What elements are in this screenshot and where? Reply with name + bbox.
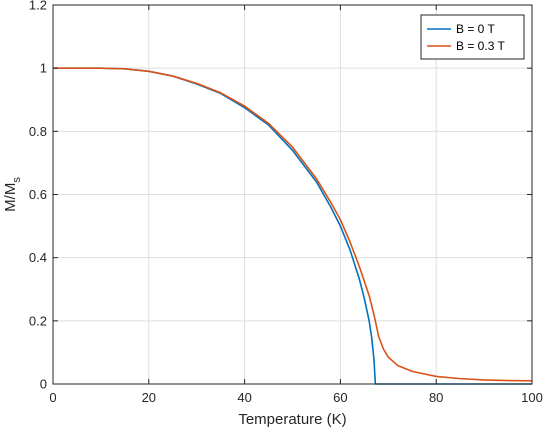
legend-box — [420, 14, 525, 60]
y-axis-label-subscript: s — [11, 177, 23, 183]
legend-label-1: B = 0.3 T — [456, 39, 505, 53]
x-tick-label: 40 — [237, 390, 251, 405]
y-tick-label: 0 — [40, 377, 47, 392]
x-tick-label: 80 — [429, 390, 443, 405]
y-tick-label: 0.6 — [29, 187, 47, 202]
series-line-1 — [53, 67, 533, 382]
y-tick-labels: 0 0.2 0.4 0.6 0.8 1 1.2 — [29, 0, 47, 392]
y-axis-label: M/Ms — [2, 177, 23, 212]
y-axis-label-main: M/M — [2, 183, 19, 212]
y-tick-label: 0.2 — [29, 313, 47, 328]
x-tick-labels: 0 20 40 60 80 100 — [49, 390, 542, 405]
x-tick-label: 0 — [49, 390, 56, 405]
x-tick-label: 60 — [333, 390, 347, 405]
y-tick-label: 1.2 — [29, 0, 47, 13]
x-axis-label: Temperature (K) — [238, 411, 346, 428]
y-tick-label: 0.8 — [29, 124, 47, 139]
x-tick-label: 100 — [521, 390, 543, 405]
legend-label-0: B = 0 T — [456, 22, 495, 36]
x-tick-label: 20 — [142, 390, 156, 405]
y-tick-label: 1 — [40, 61, 47, 76]
y-tick-label: 0.4 — [29, 250, 47, 265]
legend: B = 0 T B = 0.3 T — [420, 14, 525, 60]
ticks — [52, 4, 533, 385]
